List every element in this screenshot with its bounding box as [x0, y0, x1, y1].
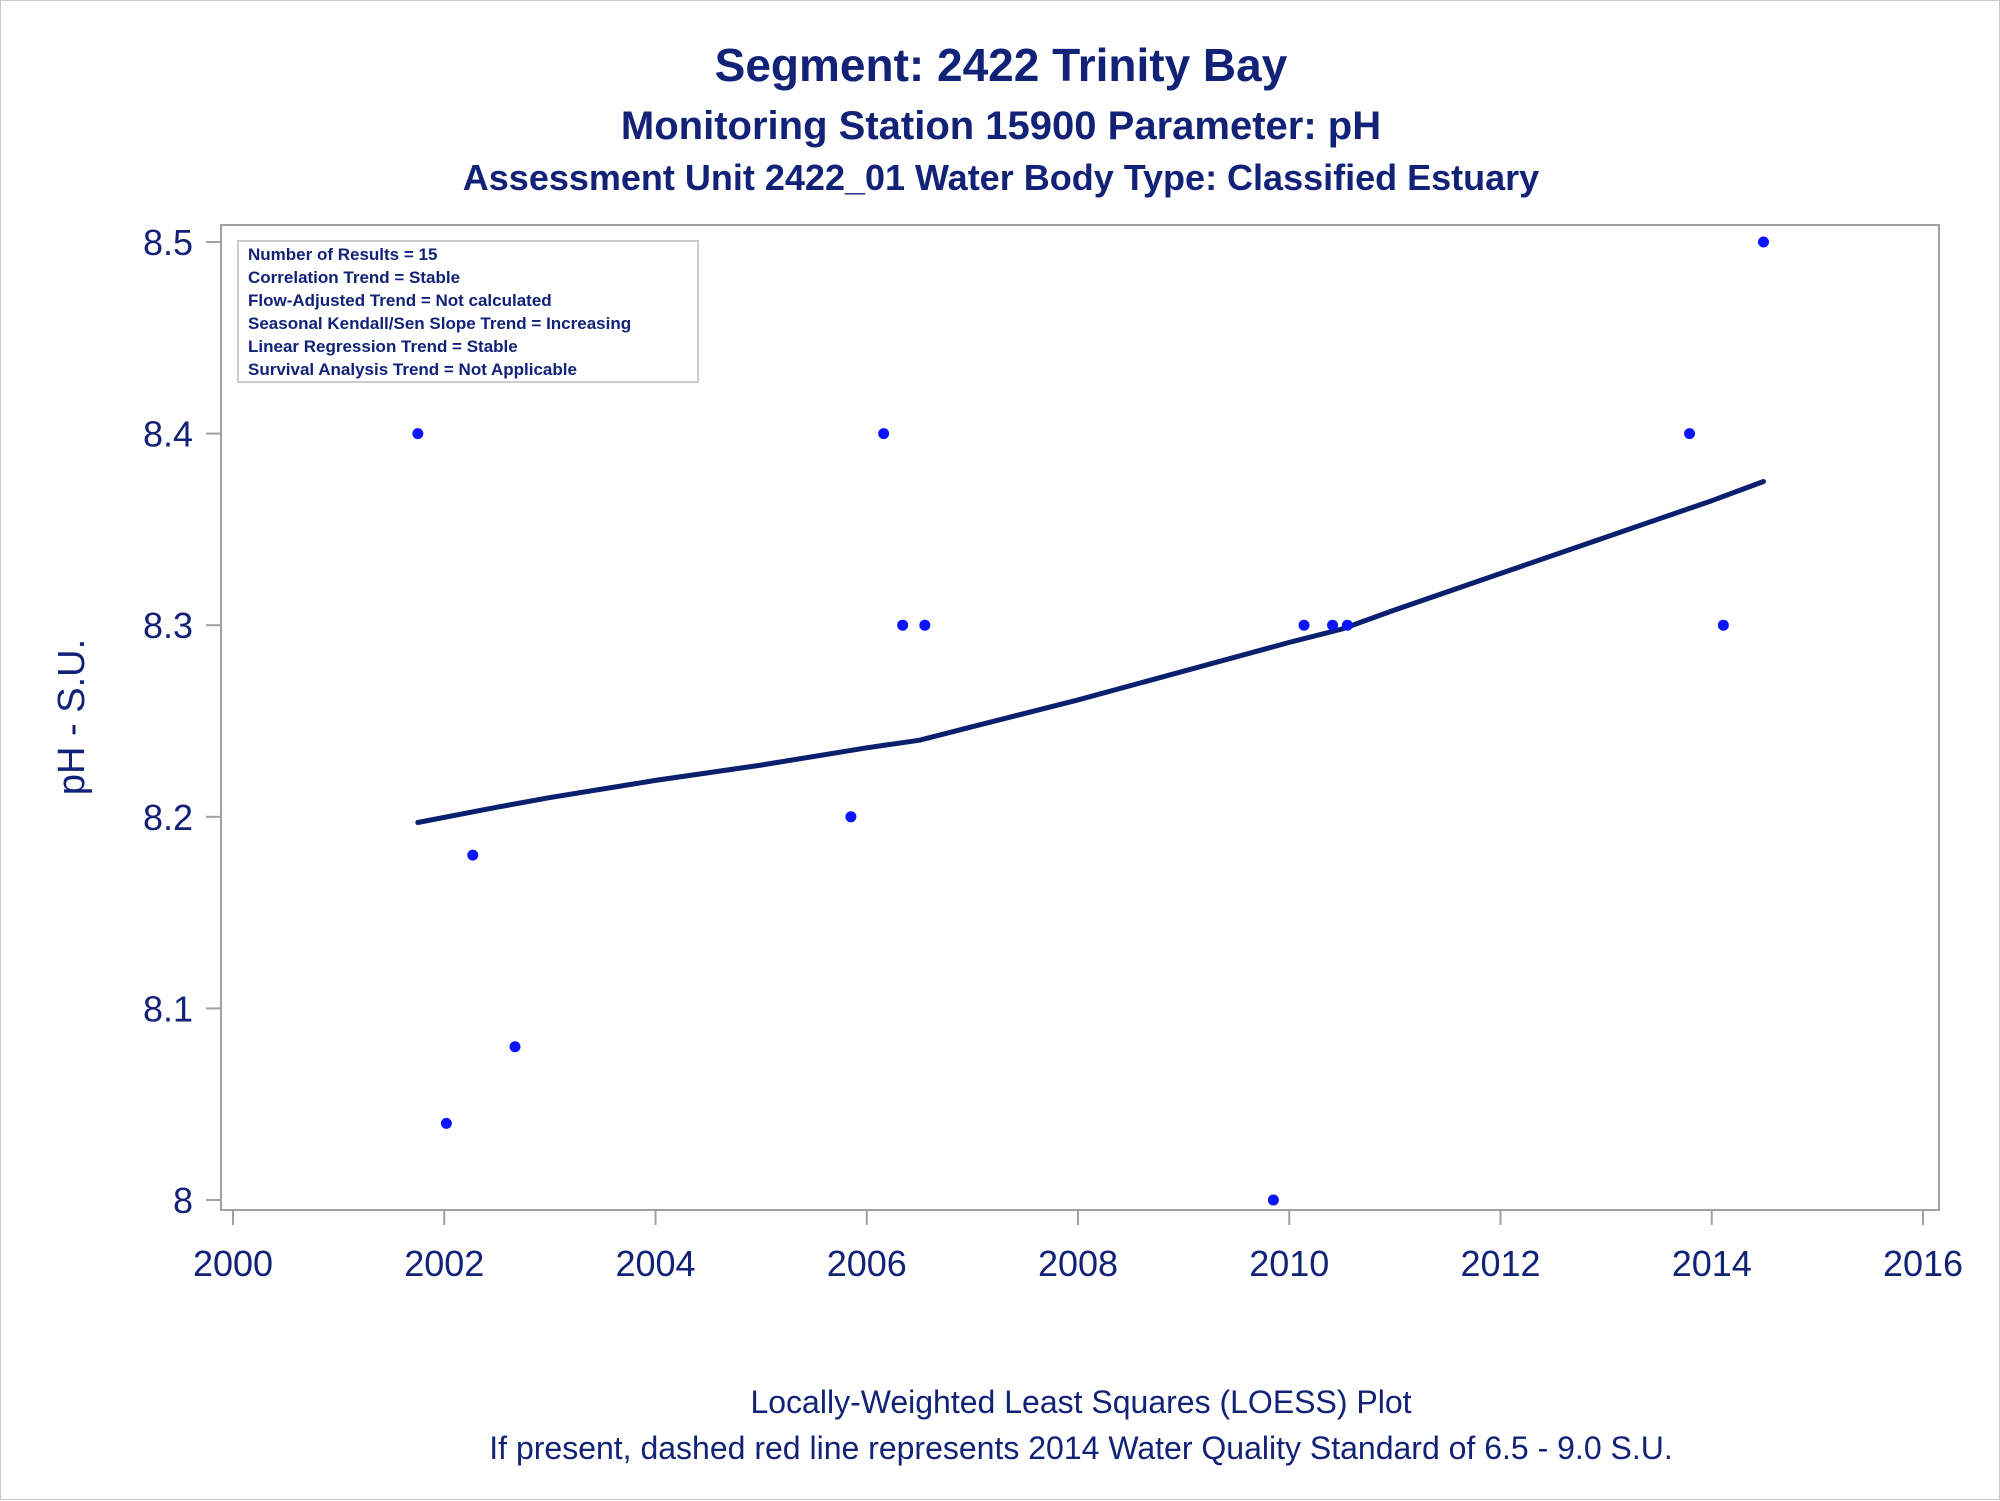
stats-box: Number of Results = 15 Correlation Trend… [237, 240, 699, 383]
x-axis: 2000 2002 2004 2006 2008 2010 2012 2014 2016 [193, 1210, 1963, 1284]
x-tick-label: 2006 [827, 1243, 907, 1284]
stats-flow-adjusted: Flow-Adjusted Trend = Not calculated [248, 291, 552, 310]
chart-subtitle: Monitoring Station 15900 Parameter: pH [621, 104, 1381, 148]
x-tick-label: 2008 [1038, 1243, 1118, 1284]
x-tick-label: 2012 [1460, 1243, 1540, 1284]
data-point [412, 428, 424, 440]
x-tick-label: 2004 [615, 1243, 695, 1284]
footnote-standard: If present, dashed red line represents 2… [489, 1430, 1672, 1466]
chart-title: Segment: 2422 Trinity Bay [715, 39, 1288, 91]
data-point [1298, 619, 1310, 631]
y-axis: 8 8.1 8.2 8.3 8.4 8.5 [143, 222, 221, 1221]
x-tick-label: 2014 [1672, 1243, 1752, 1284]
y-tick-label: 8.2 [143, 797, 193, 838]
data-point [1717, 619, 1729, 631]
stats-seasonal-kendall: Seasonal Kendall/Sen Slope Trend = Incre… [248, 314, 631, 333]
stats-correlation: Correlation Trend = Stable [248, 268, 460, 287]
plot-area [220, 224, 1940, 1211]
loess-line [415, 479, 1766, 825]
data-point [440, 1117, 452, 1129]
x-tick-label: 2000 [193, 1243, 273, 1284]
data-point [509, 1041, 521, 1053]
x-tick-label: 2002 [404, 1243, 484, 1284]
data-point [897, 619, 909, 631]
data-point [1684, 428, 1696, 440]
loess-series [415, 479, 1766, 825]
stats-linear-regression: Linear Regression Trend = Stable [248, 337, 518, 356]
data-points [412, 236, 1770, 1206]
stats-survival-analysis: Survival Analysis Trend = Not Applicable [248, 360, 577, 379]
y-axis-label: pH - S.U. [51, 639, 93, 795]
data-point [467, 849, 479, 861]
data-point [1341, 619, 1353, 631]
y-tick-label: 8.4 [143, 414, 193, 455]
x-tick-label: 2010 [1249, 1243, 1329, 1284]
y-tick-label: 8.3 [143, 605, 193, 646]
data-point [845, 811, 857, 823]
data-point [1267, 1194, 1279, 1206]
stats-box-border [237, 240, 699, 383]
chart-subtitle-2: Assessment Unit 2422_01 Water Body Type:… [463, 157, 1539, 198]
data-point [878, 428, 890, 440]
data-point [919, 619, 931, 631]
stats-results: Number of Results = 15 [248, 245, 437, 264]
y-tick-label: 8.1 [143, 988, 193, 1029]
x-tick-label: 2016 [1883, 1243, 1963, 1284]
y-tick-label: 8.5 [143, 222, 193, 263]
data-point [1758, 236, 1770, 248]
data-point [1327, 619, 1339, 631]
y-tick-label: 8 [173, 1180, 193, 1221]
footnote-loess: Locally-Weighted Least Squares (LOESS) P… [750, 1384, 1411, 1420]
